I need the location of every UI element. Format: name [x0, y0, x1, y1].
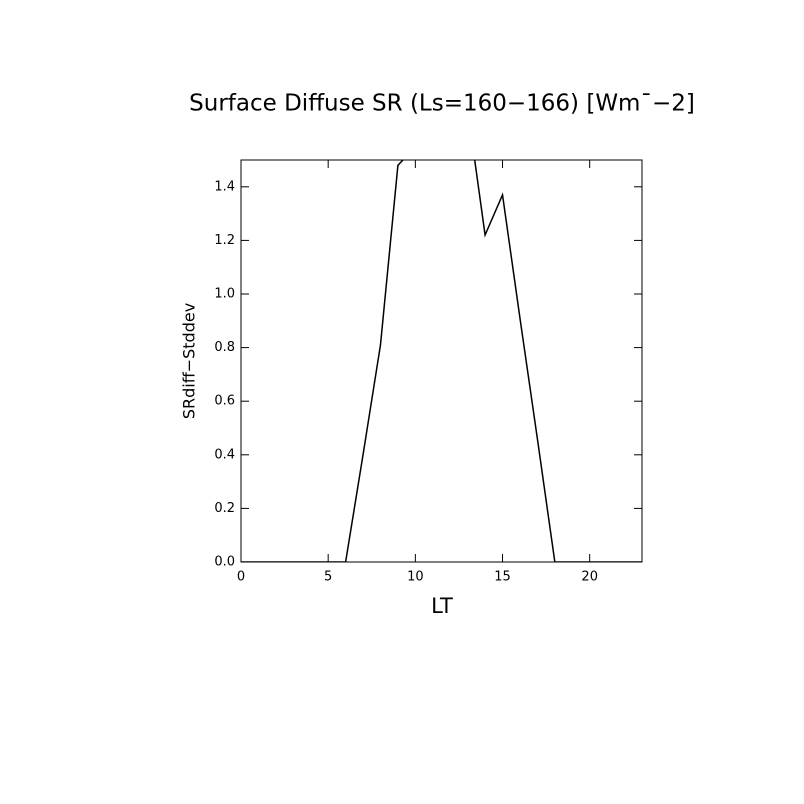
- y-tick-label: 0.0: [214, 555, 235, 570]
- chart-title: Surface Diffuse SR (Ls=160−166) [Wm¯−2]: [189, 91, 695, 117]
- x-tick-label: 20: [581, 570, 598, 585]
- y-tick-label: 0.4: [214, 447, 235, 462]
- plot-frame: [240, 159, 643, 563]
- y-tick-label: 0.6: [214, 394, 235, 409]
- x-tick-label: 15: [494, 570, 511, 585]
- y-tick-label: 0.8: [214, 340, 235, 355]
- y-tick-label: 0.2: [214, 501, 235, 516]
- y-tick-label: 1.2: [214, 233, 235, 248]
- x-tick-label: 0: [237, 570, 245, 585]
- x-tick-label: 10: [407, 570, 424, 585]
- x-axis-label: LT: [431, 594, 453, 618]
- y-tick-label: 1.0: [214, 287, 235, 302]
- y-tick-label: 1.4: [214, 179, 235, 194]
- y-axis-label: SRdiff−Stddev: [180, 303, 199, 419]
- x-tick-label: 5: [324, 570, 332, 585]
